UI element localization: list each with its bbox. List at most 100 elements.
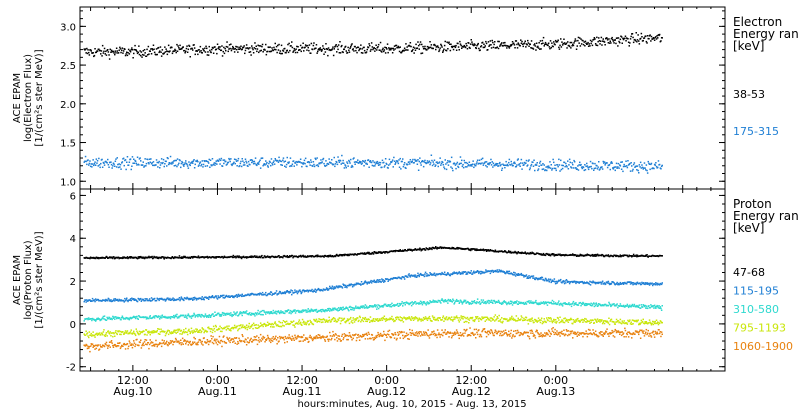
electron-point — [112, 50, 115, 53]
electron-point — [520, 42, 523, 45]
electron-point — [521, 168, 523, 170]
electron-point — [218, 160, 220, 162]
proton-point — [523, 303, 526, 305]
electron-point — [450, 156, 453, 159]
proton-point — [171, 256, 174, 258]
proton-point — [648, 305, 650, 307]
proton-point — [401, 250, 403, 252]
proton-point — [419, 274, 421, 276]
electron-point — [660, 168, 662, 170]
proton-point — [329, 255, 331, 257]
electron-point — [624, 35, 627, 37]
electron-point — [365, 51, 368, 53]
electron-point — [395, 44, 398, 47]
proton-point — [256, 313, 258, 316]
proton-point — [342, 283, 344, 285]
proton-point — [108, 317, 111, 319]
electron-point — [332, 163, 335, 166]
proton-point — [622, 282, 624, 284]
electron-point — [589, 160, 592, 163]
electron-point — [167, 163, 170, 166]
proton-point — [452, 299, 455, 302]
proton-point — [250, 255, 252, 257]
proton-point — [597, 282, 599, 285]
proton-point — [117, 300, 120, 302]
electron-point — [582, 39, 584, 42]
proton-point — [191, 256, 193, 258]
electron-point — [150, 158, 152, 160]
electron-point — [654, 164, 656, 166]
proton-point — [149, 315, 151, 317]
proton-point — [303, 289, 305, 291]
electron-point — [632, 168, 634, 171]
proton-point — [572, 253, 574, 255]
electron-point — [596, 164, 598, 167]
electron-point — [138, 164, 140, 166]
electron-point — [186, 51, 189, 53]
electron-point — [147, 45, 150, 48]
proton-point — [90, 318, 92, 320]
electron-point — [645, 35, 647, 37]
electron-point — [608, 38, 610, 40]
proton-point — [252, 256, 255, 258]
proton-point — [599, 281, 602, 283]
proton-point — [631, 303, 634, 306]
electron-point — [541, 39, 544, 42]
proton-point — [119, 300, 122, 302]
electron-point — [299, 158, 302, 160]
electron-point — [587, 41, 589, 44]
electron-point — [167, 157, 169, 160]
proton-point — [129, 316, 132, 319]
electron-point — [372, 48, 374, 51]
proton-point — [384, 303, 387, 306]
proton-point — [343, 284, 346, 286]
electron-point — [209, 49, 211, 52]
electron-point — [494, 164, 496, 167]
proton-point — [399, 304, 401, 306]
electron-point — [524, 40, 526, 42]
proton-point — [136, 300, 139, 303]
proton-point — [402, 249, 404, 252]
electron-point — [377, 46, 379, 48]
proton-point — [455, 298, 458, 301]
proton-point — [325, 309, 327, 311]
proton-point — [232, 254, 235, 257]
electron-point — [257, 162, 259, 164]
proton-point — [134, 333, 136, 335]
proton-point — [341, 309, 344, 311]
electron-point — [344, 45, 347, 48]
proton-ylabel-line: [1/(cm²s ster MeV)] — [34, 231, 45, 328]
electron-point — [508, 46, 510, 48]
proton-point — [573, 304, 575, 306]
electron-point — [108, 58, 111, 60]
electron-point — [275, 48, 277, 51]
electron-point — [407, 49, 409, 51]
proton-point — [646, 254, 648, 256]
proton-point — [307, 291, 309, 293]
proton-point — [261, 309, 264, 312]
proton-point — [494, 249, 497, 251]
proton-point — [258, 312, 261, 315]
proton-point — [438, 300, 441, 302]
proton-point — [589, 280, 591, 283]
electron-point — [381, 51, 383, 53]
proton-point — [272, 309, 275, 312]
electron-point — [309, 164, 311, 166]
electron-point — [442, 51, 444, 53]
electron-point — [558, 158, 560, 161]
proton-point — [188, 256, 191, 259]
proton-point — [278, 311, 280, 313]
electron-point — [387, 167, 389, 169]
electron-point — [130, 48, 132, 51]
proton-point — [381, 305, 383, 308]
proton-point — [311, 310, 313, 312]
electron-point — [594, 162, 596, 165]
proton-point — [289, 309, 292, 312]
electron-point — [435, 164, 437, 166]
proton-ytick-label: 4 — [70, 234, 76, 245]
electron-point — [317, 164, 319, 166]
proton-point — [265, 313, 267, 315]
electron-point — [615, 42, 617, 45]
proton-point — [643, 305, 646, 308]
electron-point — [649, 34, 651, 36]
